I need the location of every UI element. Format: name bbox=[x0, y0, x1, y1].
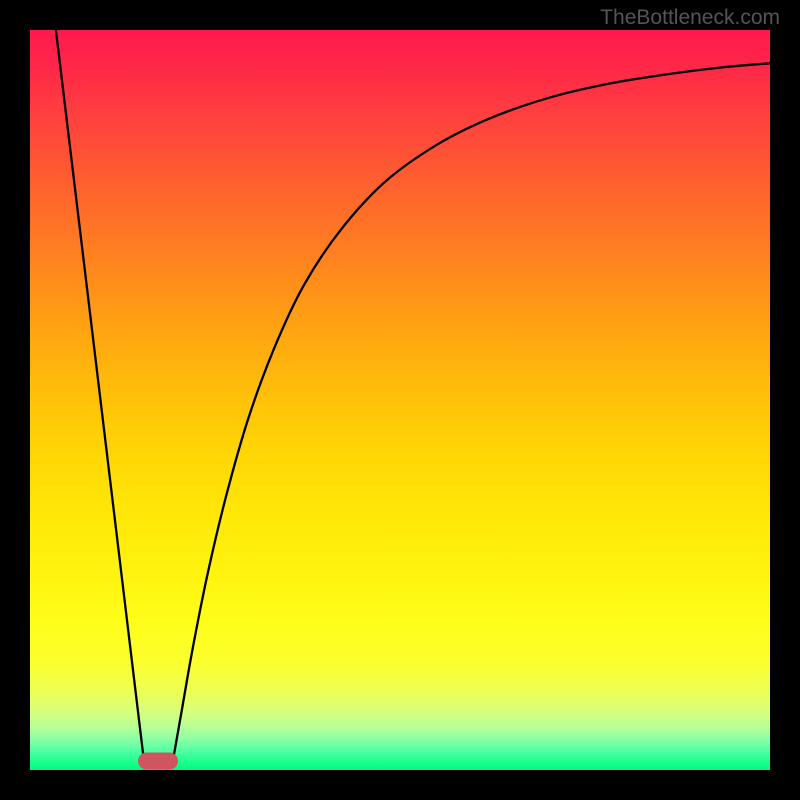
plot-area bbox=[30, 30, 770, 770]
curves-layer bbox=[30, 30, 770, 770]
left-line-curve bbox=[56, 30, 144, 761]
watermark-text: TheBottleneck.com bbox=[600, 6, 780, 30]
optimal-marker bbox=[138, 753, 178, 770]
right-curve bbox=[173, 63, 770, 761]
